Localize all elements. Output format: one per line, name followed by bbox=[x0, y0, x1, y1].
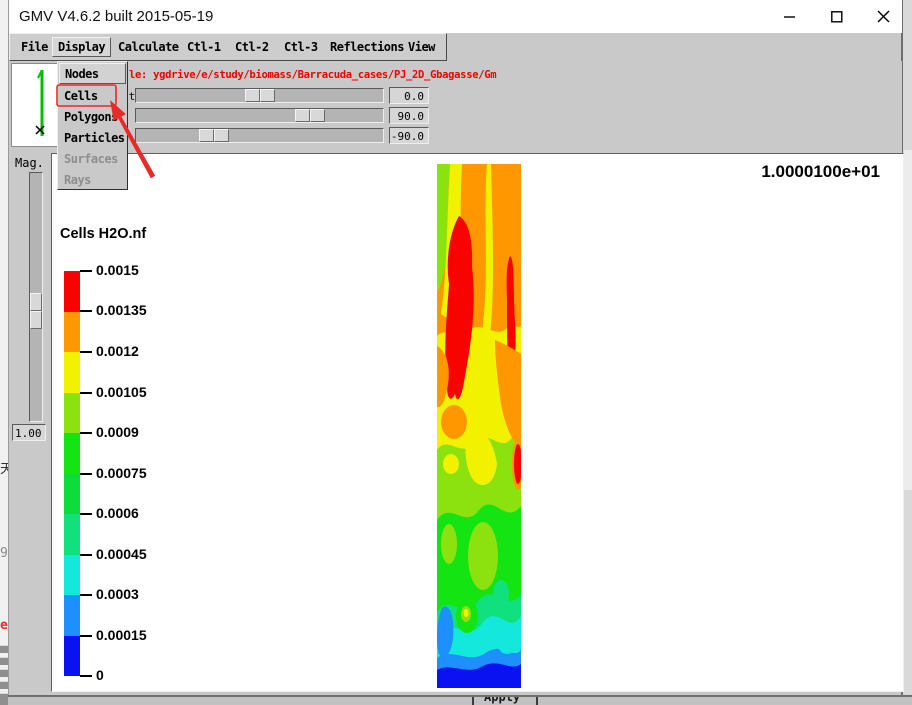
legend-tick-label: 0.00015 bbox=[96, 627, 147, 643]
legend-tick bbox=[80, 675, 92, 677]
legend-tick-label: 0.0003 bbox=[96, 586, 139, 602]
gmv-window: GMV V4.6.2 built 2015-05-19 File Display… bbox=[8, 0, 904, 695]
mag-slider[interactable] bbox=[29, 172, 43, 422]
legend-tick bbox=[80, 554, 92, 556]
legend-segment bbox=[64, 473, 80, 514]
simulation-time-readout: 1.0000100e+01 bbox=[761, 162, 880, 181]
menu-ctl-3[interactable]: Ctl-3 bbox=[284, 40, 318, 54]
minimize-button[interactable] bbox=[767, 0, 813, 33]
dist-value-field[interactable]: 0.0 bbox=[389, 87, 429, 104]
legend-tick-label: 0.00105 bbox=[96, 384, 147, 400]
background-window-edge bbox=[0, 693, 8, 705]
legend-tick bbox=[80, 392, 92, 394]
view-control-panel: le: ygdrive/e/study/biomass/Barracuda_ca… bbox=[9, 61, 902, 153]
legend-segment bbox=[64, 311, 80, 352]
z-axis-icon bbox=[35, 69, 45, 136]
menu-bar: File Display Calculate Ctl-1 Ctl-2 Ctl-3… bbox=[9, 33, 447, 61]
background-window-surface bbox=[904, 150, 912, 490]
menu-view[interactable]: View bbox=[408, 40, 435, 54]
render-canvas[interactable]: 1.0000100e+01 Cells H2O.nf 0.0015 0.0013… bbox=[51, 153, 904, 692]
legend-tick-label: 0 bbox=[96, 667, 104, 683]
legend-tick-label: 0.0006 bbox=[96, 505, 139, 521]
menu-item-particles[interactable]: Particles bbox=[64, 131, 125, 145]
background-window-edge bbox=[0, 669, 8, 677]
azim-value-field[interactable]: -90.0 bbox=[389, 127, 429, 144]
background-window-edge bbox=[0, 681, 8, 689]
legend-tick bbox=[80, 513, 92, 515]
contour-plot bbox=[437, 164, 521, 688]
legend-segment bbox=[64, 554, 80, 595]
legend-tick bbox=[80, 432, 92, 434]
menu-ctl-2[interactable]: Ctl-2 bbox=[235, 40, 269, 54]
background-window-edge bbox=[0, 645, 8, 653]
loaded-file-path: le: ygdrive/e/study/biomass/Barracuda_ca… bbox=[129, 69, 497, 81]
legend-segment bbox=[64, 635, 80, 676]
legend-segment bbox=[64, 595, 80, 636]
menu-item-polygons[interactable]: Polygons bbox=[64, 110, 118, 124]
slider-thumb[interactable] bbox=[295, 109, 325, 122]
mag-label: Mag. bbox=[15, 156, 44, 170]
legend-tick bbox=[80, 635, 92, 637]
mag-value-field[interactable]: 1.00 bbox=[12, 424, 46, 441]
legend-title: Cells H2O.nf bbox=[60, 226, 147, 242]
window-title: GMV V4.6.2 built 2015-05-19 bbox=[19, 8, 214, 25]
dist-slider[interactable] bbox=[135, 88, 384, 103]
slider-thumb[interactable] bbox=[245, 89, 275, 102]
menu-reflections[interactable]: Reflections bbox=[330, 40, 404, 54]
slider-thumb[interactable] bbox=[199, 129, 229, 142]
legend-tick-label: 0.00075 bbox=[96, 465, 147, 481]
legend-segment bbox=[64, 392, 80, 433]
legend-tick-label: 0.00135 bbox=[96, 302, 147, 318]
legend-tick bbox=[80, 473, 92, 475]
background-window-right-strip bbox=[903, 0, 912, 705]
menu-ctl-1[interactable]: Ctl-1 bbox=[187, 40, 221, 54]
close-icon bbox=[877, 10, 889, 23]
legend-tick-label: 0.0015 bbox=[96, 262, 139, 278]
menu-item-nodes[interactable]: Nodes bbox=[59, 63, 126, 84]
minimize-icon bbox=[784, 15, 795, 18]
background-window-left-strip: 天 9 e. bbox=[0, 0, 8, 705]
legend-segment bbox=[64, 271, 80, 312]
apply-button-label: Apply bbox=[484, 697, 521, 704]
display-dropdown-menu: Nodes Cells Polygons Particles Surfaces … bbox=[57, 61, 128, 190]
legend-tick-label: 0.0012 bbox=[96, 343, 139, 359]
legend-segment bbox=[64, 514, 80, 555]
menu-file[interactable]: File bbox=[21, 40, 48, 54]
menu-calculate[interactable]: Calculate bbox=[118, 40, 179, 54]
background-window-bottom-strip: Apply bbox=[8, 695, 912, 705]
legend-tick bbox=[80, 310, 92, 312]
menu-display[interactable]: Display bbox=[52, 37, 112, 57]
close-button[interactable] bbox=[860, 0, 906, 33]
title-bar[interactable]: GMV V4.6.2 built 2015-05-19 bbox=[9, 0, 902, 33]
rot-slider[interactable] bbox=[135, 108, 384, 123]
background-window-edge bbox=[0, 657, 8, 665]
legend-tick-label: 0.00045 bbox=[96, 546, 147, 562]
legend-segment bbox=[64, 433, 80, 474]
menu-item-surfaces: Surfaces bbox=[64, 152, 118, 166]
background-glyph: 9 bbox=[0, 546, 8, 561]
maximize-icon bbox=[831, 10, 843, 23]
rot-value-field[interactable]: 90.0 bbox=[389, 107, 429, 124]
legend-tick bbox=[80, 270, 92, 272]
mag-slider-thumb[interactable] bbox=[30, 293, 42, 329]
maximize-button[interactable] bbox=[814, 0, 860, 33]
legend-tick bbox=[80, 594, 92, 596]
apply-button[interactable]: Apply bbox=[472, 697, 538, 705]
background-glyph: e. bbox=[0, 618, 8, 633]
legend-segment bbox=[64, 352, 80, 393]
color-legend-bar bbox=[64, 271, 80, 676]
azim-slider[interactable] bbox=[135, 128, 384, 143]
legend-tick bbox=[80, 351, 92, 353]
magnification-panel: Mag. 1.00 bbox=[9, 153, 51, 692]
background-glyph: 天 bbox=[0, 462, 8, 477]
menu-item-cells[interactable]: Cells bbox=[64, 89, 98, 103]
menu-item-rays: Rays bbox=[64, 173, 91, 187]
legend-tick-label: 0.0009 bbox=[96, 424, 139, 440]
